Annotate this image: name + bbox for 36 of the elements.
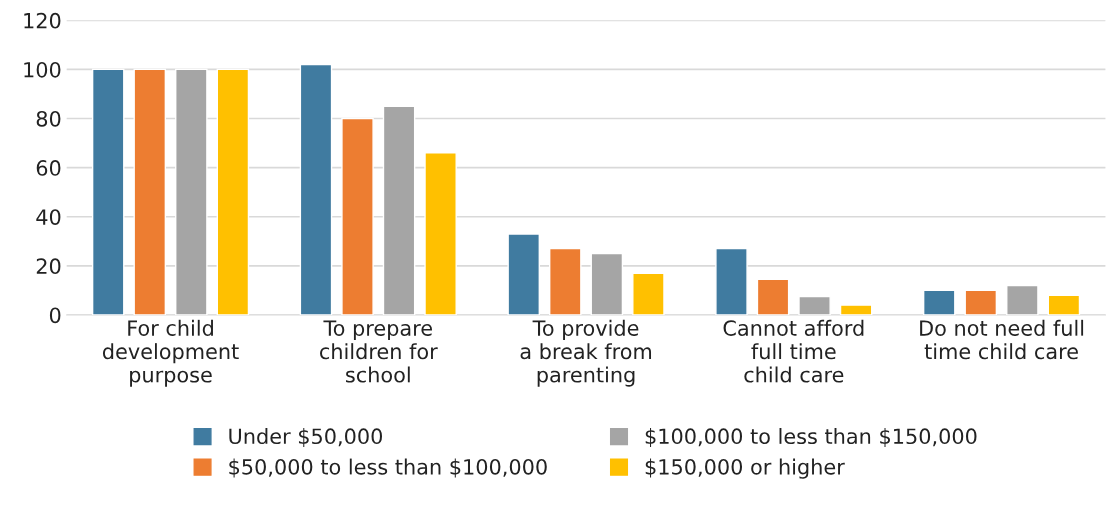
bar	[964, 289, 998, 315]
legend-label: Under $50,000	[229, 427, 383, 447]
x-tick-label: To provide a break from parenting	[520, 319, 652, 387]
bar	[590, 252, 624, 315]
bar	[91, 68, 125, 315]
y-tick-label: 40	[36, 209, 61, 225]
x-tick-label: For child development purpose	[102, 319, 239, 387]
y-tick-label: 60	[36, 160, 61, 176]
bar	[299, 63, 333, 315]
bar	[341, 117, 374, 315]
bar	[798, 295, 831, 315]
bar	[175, 68, 208, 315]
y-tick-label: 80	[36, 110, 61, 127]
bar	[507, 233, 541, 315]
bar	[839, 304, 873, 315]
bar	[549, 247, 582, 315]
bar	[715, 247, 748, 315]
legend-label: $100,000 to less than $150,000	[645, 427, 977, 447]
bar	[424, 152, 457, 315]
y-tick-label: 0	[49, 307, 61, 324]
bar	[632, 272, 665, 315]
x-tick-label: Do not need full time child care	[920, 319, 1084, 360]
bar	[756, 278, 790, 315]
legend-label: $150,000 or higher	[645, 458, 845, 479]
y-tick-label: 20	[36, 258, 61, 275]
bar	[216, 68, 250, 315]
y-tick-label: 120	[24, 12, 61, 29]
legend-label: $50,000 to less than $100,000	[229, 458, 547, 478]
bar	[133, 68, 167, 315]
x-tick-label: To prepare children for school	[320, 320, 438, 383]
bar	[1006, 284, 1039, 315]
bar	[1047, 294, 1081, 315]
bar	[922, 289, 956, 315]
y-tick-label: 100	[24, 61, 61, 78]
bar	[382, 105, 416, 315]
x-tick-label: Cannot afford full time child care	[723, 319, 864, 383]
